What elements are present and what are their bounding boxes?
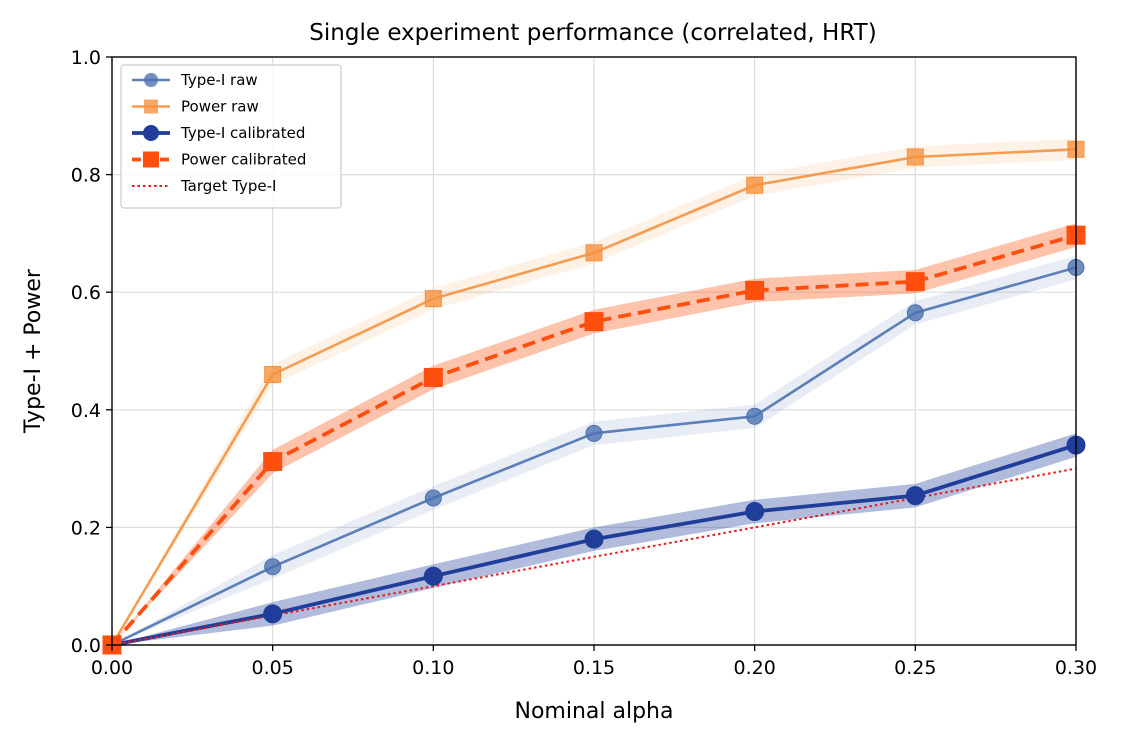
power-raw-point xyxy=(906,148,924,166)
x-tick-label: 0.30 xyxy=(1055,657,1097,679)
legend-entry-label: Target Type-I xyxy=(180,177,276,195)
y-tick-label: 0.0 xyxy=(71,635,101,657)
x-tick-label: 0.00 xyxy=(91,657,133,679)
y-tick-label: 0.8 xyxy=(71,165,101,187)
type-i-calibrated-point xyxy=(423,566,443,586)
type-i-raw-point xyxy=(906,304,924,322)
legend: Type-I raw Power raw Type-I calibrated Powe… xyxy=(120,64,342,209)
x-tick-label: 0.10 xyxy=(412,657,454,679)
power-raw-point xyxy=(424,290,442,308)
legend-entry-label: Type-I calibrated xyxy=(180,124,305,142)
y-tick-label: 0.4 xyxy=(71,400,101,422)
power-raw-point xyxy=(585,244,603,262)
x-tick-label: 0.15 xyxy=(573,657,615,679)
type-i-calibrated-point xyxy=(584,529,604,549)
legend-entry-label: Power raw xyxy=(181,98,259,116)
y-axis-label: Type-I + Power xyxy=(21,268,46,434)
power-raw-point xyxy=(746,176,764,194)
legend-entry-label: Power calibrated xyxy=(181,151,306,169)
target-type-i-line xyxy=(111,467,1077,646)
type-i-raw-point xyxy=(585,424,603,442)
type-i-raw-point xyxy=(264,558,282,576)
type-i-raw-band xyxy=(112,255,1076,645)
legend-box xyxy=(120,64,342,209)
legend-entry-label: Type-I raw xyxy=(180,71,258,89)
power-calibrated-point xyxy=(263,452,283,472)
power-raw-point xyxy=(264,366,282,384)
type-i-raw-point xyxy=(746,407,764,425)
type-i-calibrated-point xyxy=(745,502,765,522)
legend-swatch-marker xyxy=(144,73,158,87)
power-calibrated-point xyxy=(745,280,765,300)
legend-swatch-marker xyxy=(143,151,159,168)
series-markers xyxy=(102,140,1086,655)
y-tick-label: 1.0 xyxy=(71,47,101,69)
power-calibrated-point xyxy=(423,367,443,387)
chart-title: Single experiment performance (correlate… xyxy=(309,20,876,46)
legend-swatch-marker xyxy=(143,125,159,141)
power-calibrated-point xyxy=(584,312,604,332)
type-i-calibrated-point xyxy=(263,604,283,624)
y-tick-label: 0.6 xyxy=(71,282,101,304)
x-tick-label: 0.05 xyxy=(252,657,294,679)
axis-ticks: 0.00 0.05 0.10 0.15 0.20 0.25 0.30 0.0 0.2 0.4 0.6… xyxy=(71,47,1097,679)
type-i-raw-point xyxy=(424,489,442,507)
x-axis-label: Nominal alpha xyxy=(515,699,674,724)
power-calibrated-band xyxy=(112,223,1076,645)
y-tick-label: 0.2 xyxy=(71,517,101,539)
power-calibrated-point xyxy=(905,272,925,292)
legend-swatch-marker xyxy=(144,99,158,114)
x-tick-label: 0.20 xyxy=(734,657,776,679)
x-tick-label: 0.25 xyxy=(894,657,936,679)
type-i-calibrated-point xyxy=(905,486,925,506)
